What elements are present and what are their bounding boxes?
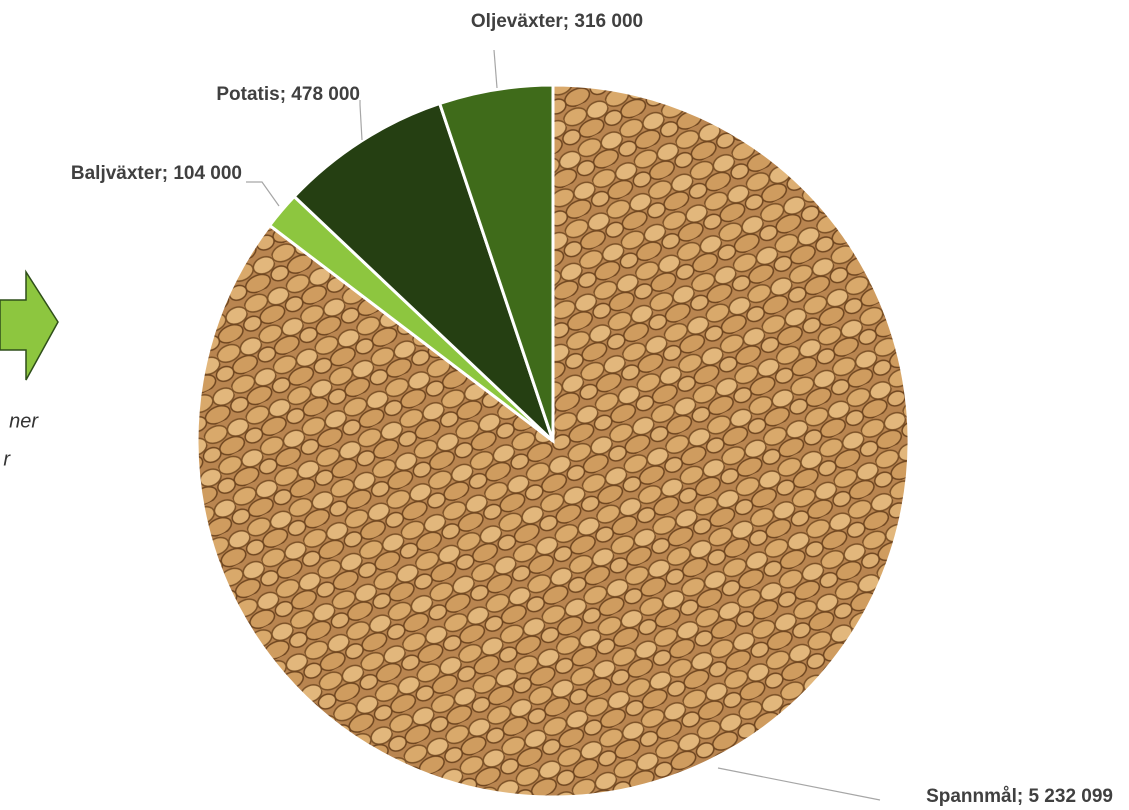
data-label: Baljväxter; 104 000: [71, 163, 242, 184]
leader-line: [359, 100, 363, 141]
annotation: ner: [9, 410, 39, 432]
data-label: Spannmål; 5 232 099: [926, 786, 1113, 807]
data-label: Oljeväxter; 316 000: [471, 11, 643, 32]
pie-slice: [292, 101, 555, 443]
pie-slice: [195, 83, 911, 799]
pie-slice: [437, 83, 555, 442]
leader-line: [246, 181, 280, 207]
annotation: r: [3, 448, 11, 470]
data-label: Potatis; 478 000: [216, 84, 360, 105]
arrow-shape: [0, 269, 59, 381]
leader-line: [717, 767, 881, 801]
leader-line: [493, 49, 498, 89]
